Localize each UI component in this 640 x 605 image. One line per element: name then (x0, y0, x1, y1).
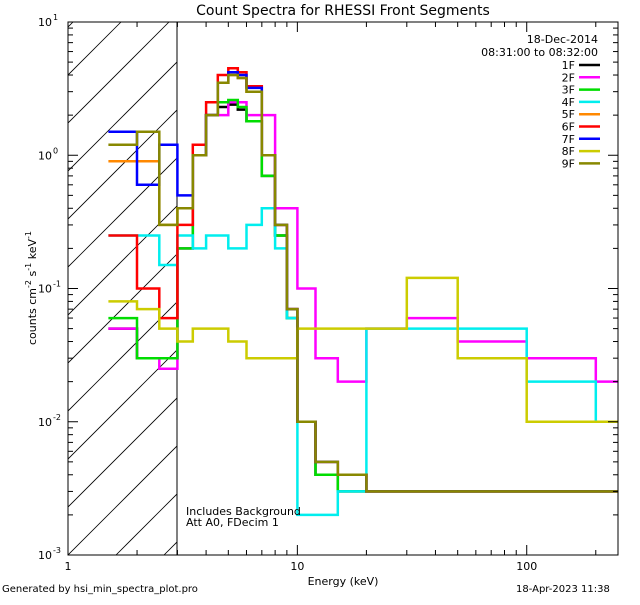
y-label-exp-2: -1 (24, 263, 33, 271)
series-line-7F (108, 70, 618, 493)
hatch-line (68, 22, 170, 124)
legend-label-9F: 9F (562, 157, 575, 170)
y-label-part-1: counts cm (26, 288, 39, 345)
y-tick-label: 10 (38, 283, 52, 296)
hatch-line (68, 397, 177, 508)
y-label-exp-3: -1 (24, 231, 33, 239)
x-tick-label: 10 (290, 560, 304, 573)
date-label: 18-Dec-2014 (527, 33, 598, 46)
x-tick-label: 1 (65, 560, 72, 573)
legend-label-7F: 7F (562, 133, 575, 146)
y-tick-exponent: -2 (53, 413, 61, 422)
y-tick-label: 10 (38, 416, 52, 429)
legend-label-6F: 6F (562, 121, 575, 134)
series-line-3F (108, 98, 618, 493)
x-axis-label: Energy (keV) (308, 575, 379, 588)
series-line-5F (108, 73, 618, 493)
hatch-line (68, 445, 177, 555)
x-tick-labels: 1 10 100 (65, 560, 538, 573)
legend-label-8F: 8F (562, 145, 575, 158)
series-line-8F (108, 276, 618, 424)
hatch-line (212, 22, 640, 555)
y-tick-label: 10 (38, 16, 52, 29)
y-label-part-3: keV (26, 239, 39, 263)
axis-ticks (67, 21, 618, 556)
series-line-9F (108, 73, 618, 493)
hatch-line (68, 109, 177, 220)
series-line-4F (108, 207, 618, 517)
y-tick-label: 10 (38, 549, 52, 562)
series-line-2F (108, 100, 618, 383)
legend-label-5F: 5F (562, 108, 575, 121)
hatch-line (0, 22, 25, 555)
y-tick-exponent: 0 (53, 146, 58, 155)
chart-title: Count Spectra for RHESSI Front Segments (196, 3, 490, 19)
annotation-background: Includes Background (186, 505, 301, 518)
legend-label-1F: 1F (562, 59, 575, 72)
hatch-line (68, 61, 177, 172)
y-axis-label: counts cm-2 s-1 keV-1 (24, 231, 39, 345)
legend-label-4F: 4F (562, 96, 575, 109)
x-tick-label: 100 (516, 560, 537, 573)
legend-label-2F: 2F (562, 71, 575, 84)
series-layer (108, 66, 618, 517)
y-tick-exponent: -1 (53, 280, 61, 289)
y-tick-exponent: 1 (53, 13, 58, 22)
series-line-6F (108, 66, 618, 493)
y-label-exp-1: -2 (24, 280, 33, 288)
annotation-attenuator: Att A0, FDecim 1 (186, 516, 279, 529)
y-label-part-2: s (26, 270, 39, 279)
footer-generated-by: Generated by hsi_min_spectra_plot.pro (2, 584, 198, 595)
hatch-line (68, 22, 122, 76)
y-tick-exponent: -3 (53, 546, 61, 555)
footer-timestamp: 18-Apr-2023 11:38 (516, 584, 610, 595)
y-tick-label: 10 (38, 149, 52, 162)
hatch-line (68, 205, 177, 316)
series-line-1F (108, 103, 618, 493)
legend-label-3F: 3F (562, 84, 575, 97)
hatch-line (404, 22, 640, 555)
time-range-label: 08:31:00 to 08:32:00 (481, 46, 598, 59)
